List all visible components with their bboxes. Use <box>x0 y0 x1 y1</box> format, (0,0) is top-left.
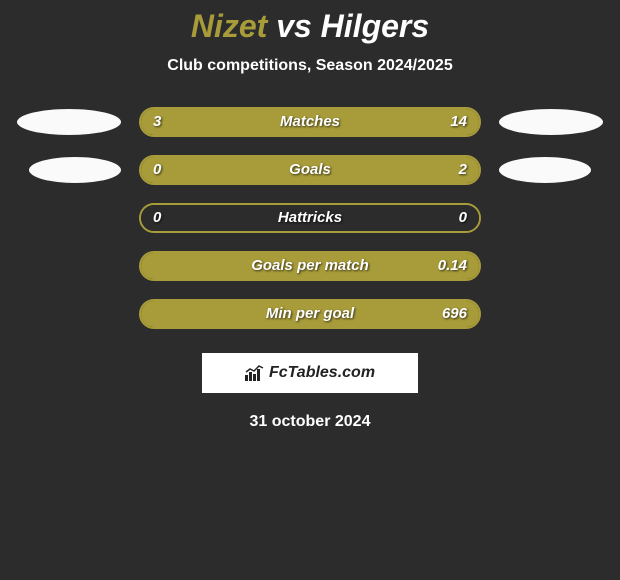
ellipse-spacer <box>499 253 603 279</box>
title-player-left: Nizet <box>191 8 267 44</box>
bar-label-center: Matches <box>141 109 479 135</box>
title: Nizet vs Hilgers <box>0 8 620 45</box>
bar-label-center: Min per goal <box>141 301 479 327</box>
title-player-right: Hilgers <box>321 8 429 44</box>
bar-track: Goals per match0.14 <box>139 251 481 281</box>
bar-value-left: 0 <box>153 205 161 231</box>
bar-value-right: 2 <box>459 157 467 183</box>
ellipse-spacer <box>17 301 121 327</box>
bar-value-right: 14 <box>450 109 467 135</box>
bar-value-right: 0.14 <box>438 253 467 279</box>
main-container: Nizet vs Hilgers Club competitions, Seas… <box>0 0 620 431</box>
ellipse-right <box>499 109 603 135</box>
subtitle: Club competitions, Season 2024/2025 <box>0 57 620 75</box>
bar-row: Matches3 14 <box>0 107 620 137</box>
ellipse-spacer <box>499 205 603 231</box>
title-vs: vs <box>276 8 312 44</box>
date-text: 31 october 2024 <box>0 413 620 431</box>
bar-row: Min per goal696 <box>0 299 620 329</box>
bar-value-right: 0 <box>459 205 467 231</box>
footer-logo: FcTables.com <box>202 353 418 393</box>
bar-row: Goals0 2 <box>0 155 620 185</box>
bar-row: Goals per match0.14 <box>0 251 620 281</box>
bar-track: Min per goal696 <box>139 299 481 329</box>
bar-label-center: Hattricks <box>141 205 479 231</box>
ellipse-spacer <box>499 301 603 327</box>
bar-value-right: 696 <box>442 301 467 327</box>
bar-value-left: 3 <box>153 109 161 135</box>
ellipse-spacer <box>17 205 121 231</box>
bar-track: Matches3 14 <box>139 107 481 137</box>
bars-wrapper: Matches314Goals02Hattricks00Goals per ma… <box>0 107 620 329</box>
footer-logo-text: FcTables.com <box>269 364 375 382</box>
bar-row: Hattricks0 0 <box>0 203 620 233</box>
chart-icon <box>245 365 265 381</box>
ellipse-spacer <box>17 253 121 279</box>
bar-label-center: Goals <box>141 157 479 183</box>
bar-track: Hattricks0 0 <box>139 203 481 233</box>
bar-label-center: Goals per match <box>141 253 479 279</box>
ellipse-left <box>29 157 121 183</box>
bar-value-left: 0 <box>153 157 161 183</box>
ellipse-right <box>499 157 591 183</box>
bar-track: Goals0 2 <box>139 155 481 185</box>
ellipse-left <box>17 109 121 135</box>
